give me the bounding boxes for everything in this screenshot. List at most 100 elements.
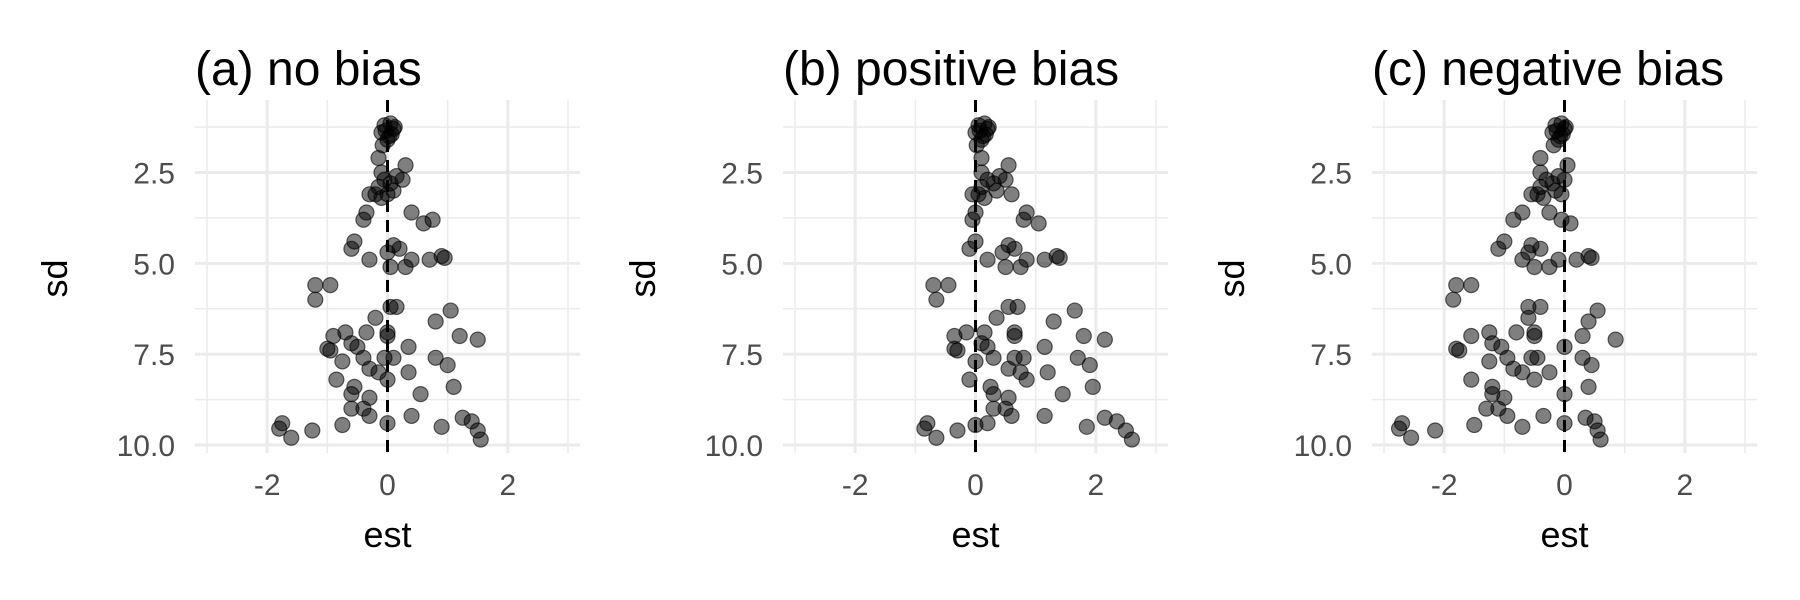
scatter-point xyxy=(1036,407,1053,425)
scatter-point xyxy=(985,386,1002,403)
panel-title: (c) negative bias xyxy=(1372,43,1724,96)
scatter-point xyxy=(1532,149,1549,167)
scatter-point xyxy=(1589,302,1606,319)
scatter-point xyxy=(1445,291,1462,308)
scatter-point xyxy=(358,324,375,341)
x-tick-label: 2 xyxy=(1676,469,1693,502)
scatter-point xyxy=(1451,342,1468,359)
scatter-point xyxy=(1556,386,1573,403)
scatter-point xyxy=(427,313,444,330)
scatter-point xyxy=(383,126,400,143)
scatter-point xyxy=(1081,356,1098,374)
facet-panel-1: (a) no bias -2 0 2 2.5 5.0 7.5 10.0 est sd xyxy=(34,43,580,555)
scatter-point xyxy=(376,349,393,366)
scatter-point xyxy=(1036,338,1053,355)
y-tick-label: 7.5 xyxy=(133,339,175,372)
scatter-point xyxy=(1403,429,1420,446)
scatter-point xyxy=(1427,422,1444,439)
scatter-point xyxy=(1466,416,1483,434)
scatter-point xyxy=(322,277,339,294)
scatter-point xyxy=(421,251,438,268)
x-tick-label: 0 xyxy=(379,469,396,502)
y-tick-label: 2.5 xyxy=(133,158,175,191)
scatter-point xyxy=(370,149,387,167)
scatter-point xyxy=(1505,211,1522,228)
scatter-point xyxy=(1003,186,1020,203)
scatter-point xyxy=(925,277,942,294)
y-tick-label: 7.5 xyxy=(721,339,763,372)
scatter-point xyxy=(391,240,408,257)
scatter-point xyxy=(388,298,405,316)
y-tick-label: 5.0 xyxy=(1310,248,1352,281)
scatter-point xyxy=(985,349,1002,366)
scatter-point xyxy=(961,371,978,388)
scatter-point xyxy=(1012,258,1029,276)
y-tick-label: 2.5 xyxy=(721,158,763,191)
scatter-point xyxy=(442,302,459,319)
scatter-point xyxy=(979,251,996,268)
scatter-point xyxy=(400,338,417,355)
scatter-point xyxy=(1556,338,1573,355)
scatter-point xyxy=(1553,211,1570,228)
scatter-point xyxy=(961,240,978,257)
scatter-point xyxy=(928,291,945,308)
scatter-point xyxy=(1583,356,1600,374)
scatter-point xyxy=(343,400,360,417)
scatter-point xyxy=(397,258,414,276)
scatter-point xyxy=(1520,309,1537,326)
scatter-point xyxy=(361,407,378,425)
scatter-point xyxy=(328,371,345,388)
x-tick-label: 2 xyxy=(499,469,516,502)
scatter-point xyxy=(1030,215,1047,232)
y-tick-label: 7.5 xyxy=(1310,339,1352,372)
scatter-point xyxy=(1514,364,1531,381)
y-axis-title: sd xyxy=(34,259,75,297)
x-tick-label: -2 xyxy=(254,469,281,502)
scatter-point xyxy=(1508,324,1525,341)
scatter-point xyxy=(379,371,396,388)
scatter-point xyxy=(1463,371,1480,388)
scatter-point xyxy=(343,240,360,257)
scatter-point xyxy=(1051,249,1068,266)
scatter-point xyxy=(1096,331,1113,348)
scatter-point xyxy=(1448,277,1465,294)
scatter-point xyxy=(472,431,489,448)
scatter-point xyxy=(379,327,396,345)
scatter-point xyxy=(988,309,1005,326)
scatter-point xyxy=(964,211,981,228)
scatter-point xyxy=(1568,251,1585,268)
scatter-point xyxy=(436,249,453,266)
x-tick-label: 0 xyxy=(1556,469,1573,502)
scatter-point xyxy=(1554,126,1571,143)
scatter-point xyxy=(940,277,957,294)
scatter-point xyxy=(304,422,321,439)
scatter-point xyxy=(1078,418,1095,435)
scatter-point xyxy=(997,258,1014,276)
scatter-point xyxy=(1039,364,1056,381)
scatter-point xyxy=(1583,249,1600,266)
scatter-point xyxy=(1541,364,1558,381)
scatter-point xyxy=(427,349,444,366)
scatter-point xyxy=(271,420,288,437)
scatter-point xyxy=(1075,327,1092,345)
scatter-point xyxy=(1574,327,1591,345)
scatter-point xyxy=(355,211,372,228)
scatter-point xyxy=(334,353,351,370)
scatter-point xyxy=(976,189,993,207)
scatter-point xyxy=(1532,240,1549,257)
x-tick-label: -2 xyxy=(842,469,869,502)
y-tick-label: 10.0 xyxy=(705,430,763,463)
scatter-point xyxy=(1463,277,1480,294)
scatter-point xyxy=(1532,298,1549,316)
scatter-point xyxy=(394,171,411,188)
scatter-point xyxy=(424,211,441,228)
panel-title: (b) positive bias xyxy=(783,43,1119,96)
scatter-point xyxy=(343,386,360,403)
y-tick-label: 10.0 xyxy=(117,430,175,463)
scatter-point xyxy=(1463,327,1480,345)
panel-title: (a) no bias xyxy=(195,43,422,96)
scatter-point xyxy=(1526,258,1543,276)
scatter-point xyxy=(367,309,384,326)
